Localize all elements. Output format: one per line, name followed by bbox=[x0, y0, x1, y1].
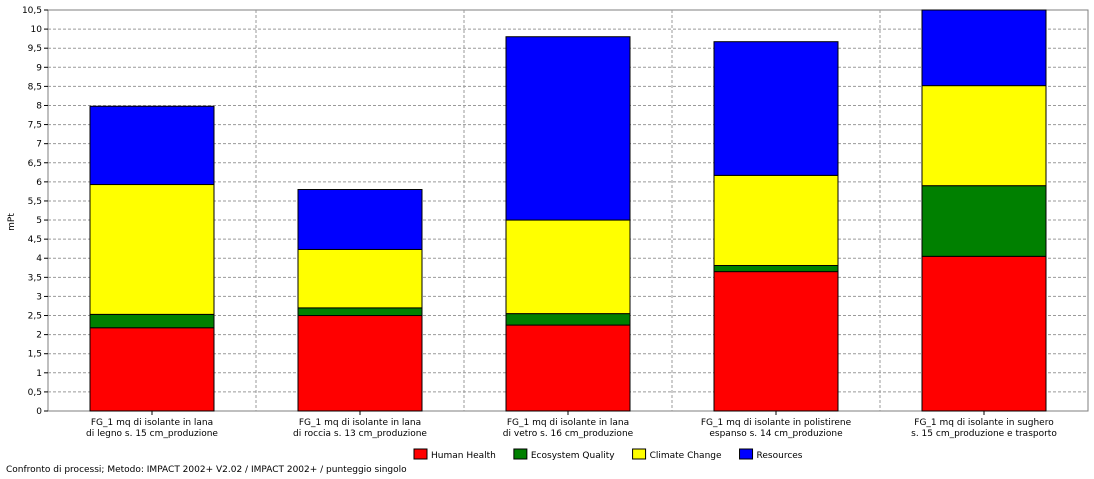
category-label: FG_1 mq di isolante in sughero bbox=[914, 418, 1054, 428]
legend-label: Resources bbox=[757, 451, 803, 461]
y-tick-label: 4,5 bbox=[28, 235, 42, 245]
y-tick-label: 7,5 bbox=[28, 121, 42, 131]
bar-segment bbox=[505, 36, 631, 221]
y-tick-label: 8 bbox=[36, 101, 42, 111]
y-tick-label: 3,5 bbox=[28, 273, 42, 283]
y-axis-label: mPt bbox=[7, 213, 17, 231]
category-label: s. 15 cm_produzione e trasporto bbox=[911, 429, 1057, 439]
y-tick-label: 2 bbox=[36, 331, 42, 341]
y-axis-ticks: 0 0,5 1 1,5 2 2,5 3 3,5 4 4,5 5 5,5 6 6,5 7 7,5 8 8,5 9 9,5… bbox=[22, 6, 48, 417]
y-tick-label: 10 bbox=[31, 25, 43, 35]
category-label: FG_1 mq di isolante in lana bbox=[299, 418, 421, 428]
bar-segment bbox=[297, 315, 423, 412]
legend-swatch bbox=[413, 448, 428, 460]
bar-segment bbox=[713, 264, 839, 273]
bar-segment bbox=[921, 255, 1047, 412]
legend-label: Ecosystem Quality bbox=[531, 451, 615, 461]
category-label: FG_1 mq di isolante in lana bbox=[507, 418, 629, 428]
y-tick-label: 9 bbox=[36, 63, 42, 73]
bar-segment bbox=[505, 219, 631, 315]
y-tick-label: 1,5 bbox=[28, 350, 42, 360]
bar-segment bbox=[505, 313, 631, 326]
y-tick-label: 8,5 bbox=[28, 82, 42, 92]
bar-segment bbox=[921, 185, 1047, 257]
category-label: espanso s. 14 cm_produzione bbox=[709, 429, 843, 439]
bar-segment bbox=[89, 105, 215, 186]
y-tick-label: 1 bbox=[36, 369, 42, 379]
y-tick-label: 2,5 bbox=[28, 312, 42, 322]
bar-segment bbox=[713, 271, 839, 412]
legend-swatch bbox=[632, 448, 647, 460]
bar-segment bbox=[89, 313, 215, 329]
category-label: FG_1 mq di isolante in lana bbox=[91, 418, 213, 428]
bar-segment bbox=[297, 248, 423, 309]
bar-segment bbox=[921, 85, 1047, 187]
category-label: di vetro s. 16 cm_produzione bbox=[503, 429, 634, 439]
bar-segment bbox=[297, 188, 423, 250]
y-tick-label: 4 bbox=[36, 254, 42, 264]
y-tick-label: 3 bbox=[36, 292, 42, 302]
bar-segment bbox=[89, 327, 215, 412]
legend: Human Health Ecosystem Quality Climate Cha… bbox=[413, 448, 803, 461]
category-label: di roccia s. 13 cm_produzione bbox=[293, 429, 427, 439]
y-tick-label: 6,5 bbox=[28, 159, 42, 169]
legend-label: Climate Change bbox=[650, 451, 722, 461]
legend-label: Human Health bbox=[431, 451, 496, 461]
bar-segment bbox=[921, 9, 1047, 87]
y-tick-label: 6 bbox=[36, 178, 42, 188]
y-tick-label: 9,5 bbox=[28, 44, 42, 54]
y-tick-label: 5,5 bbox=[28, 197, 42, 207]
bars bbox=[89, 9, 1047, 412]
legend-swatch bbox=[513, 448, 528, 460]
category-label: di legno s. 15 cm_produzione bbox=[86, 429, 218, 439]
bar-segment bbox=[713, 174, 839, 266]
footer-caption: Confronto di processi; Metodo: IMPACT 20… bbox=[6, 465, 407, 475]
y-tick-label: 0 bbox=[36, 407, 42, 417]
bar-segment bbox=[713, 41, 839, 176]
y-tick-label: 0,5 bbox=[28, 388, 42, 398]
bar-segment bbox=[297, 307, 423, 317]
legend-swatch bbox=[739, 448, 754, 460]
category-label: FG_1 mq di isolante in polistirene bbox=[701, 418, 852, 428]
y-tick-label: 5 bbox=[36, 216, 42, 226]
y-tick-label: 10,5 bbox=[22, 6, 42, 16]
bar-segment bbox=[89, 184, 215, 315]
bar-segment bbox=[505, 324, 631, 412]
y-tick-label: 7 bbox=[36, 140, 42, 150]
